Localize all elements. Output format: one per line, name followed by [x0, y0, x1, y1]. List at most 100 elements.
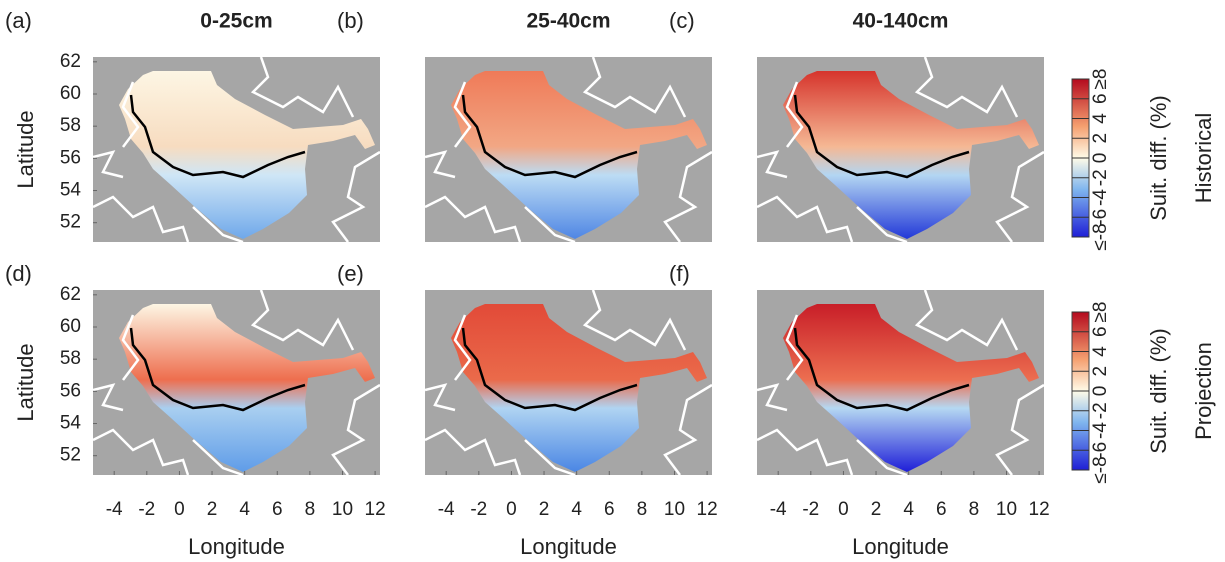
coastline — [93, 195, 190, 242]
x-tick-label: 2 — [539, 499, 550, 520]
coastline — [582, 57, 687, 118]
panel-title: 25-40cm — [526, 10, 610, 33]
suitability-field — [451, 304, 707, 472]
y-tick-label: 60 — [60, 83, 81, 104]
x-axis-label: Longitude — [520, 534, 617, 559]
coastline — [785, 314, 804, 381]
contour — [129, 327, 306, 412]
contour — [129, 94, 306, 179]
x-tick-label: 8 — [637, 499, 648, 520]
coastline — [93, 383, 124, 412]
y-axis-label: Latitude — [13, 110, 38, 188]
colorbar-tick-label: 6 — [1090, 93, 1111, 104]
coastline — [250, 57, 355, 118]
contour — [461, 94, 638, 179]
coastline — [757, 428, 854, 475]
panel-label: (b) — [337, 8, 364, 33]
coastline — [93, 150, 124, 179]
contour — [461, 327, 638, 412]
colorbar-label: Suit. diff. (%) — [1146, 95, 1171, 221]
coastline — [425, 150, 456, 179]
x-tick-label: 2 — [207, 499, 218, 520]
colorbar-tick-label: 4 — [1090, 113, 1111, 124]
colorbar-tick-label: ≥8 — [1090, 69, 1111, 90]
map-panel — [93, 290, 380, 475]
x-tick-label: -4 — [438, 499, 455, 520]
panel-label: (c) — [669, 8, 695, 33]
x-tick-label: -4 — [770, 499, 787, 520]
y-tick-label: 62 — [60, 51, 81, 72]
y-tick-label: 54 — [60, 180, 82, 201]
coastline — [524, 206, 576, 242]
colorbar-tick-label: -6 — [1090, 209, 1111, 226]
coastline — [856, 439, 908, 475]
colorbar-tick-label: -4 — [1090, 422, 1111, 439]
coastline — [856, 206, 908, 242]
row-label: Historical — [1191, 113, 1216, 203]
panel-label: (d) — [5, 261, 32, 286]
y-tick-label: 60 — [60, 316, 81, 337]
coastline — [663, 150, 712, 242]
coastline — [995, 150, 1044, 242]
coastline — [331, 150, 380, 242]
x-tick-label: -4 — [106, 499, 123, 520]
y-tick-label: 58 — [60, 348, 81, 369]
coastline — [663, 383, 712, 475]
x-tick-label: 12 — [365, 499, 386, 520]
x-tick-label: 10 — [996, 499, 1017, 520]
panel-title: 40-140cm — [853, 10, 949, 33]
x-tick-label: 8 — [305, 499, 316, 520]
panel-label: (a) — [5, 8, 32, 33]
coastline — [93, 428, 190, 475]
contour — [793, 327, 970, 412]
colorbar-tick-label: 2 — [1090, 366, 1111, 377]
panel-label: (f) — [669, 261, 690, 286]
x-tick-label: 6 — [604, 499, 615, 520]
y-tick-label: 62 — [60, 284, 81, 305]
coastline — [757, 150, 788, 179]
colorbar-tick-label: 4 — [1090, 346, 1111, 357]
x-tick-label: 12 — [697, 499, 718, 520]
coastline — [785, 81, 804, 148]
coastline — [453, 81, 472, 148]
coastline — [250, 290, 355, 351]
panel-label: (e) — [337, 261, 364, 286]
x-tick-label: 4 — [239, 499, 250, 520]
x-tick-label: 4 — [903, 499, 914, 520]
y-tick-label: 58 — [60, 115, 81, 136]
coastline — [192, 439, 244, 475]
coastline — [914, 57, 1019, 118]
x-tick-label: 10 — [664, 499, 685, 520]
x-tick-label: 8 — [969, 499, 980, 520]
suitability-field — [783, 304, 1039, 472]
coastline — [582, 290, 687, 351]
y-tick-label: 52 — [60, 445, 81, 466]
coastline — [121, 314, 140, 381]
coastline — [995, 383, 1044, 475]
map-panel — [93, 57, 380, 242]
y-tick-label: 54 — [60, 413, 82, 434]
x-tick-label: 6 — [272, 499, 283, 520]
map-panel — [425, 57, 712, 242]
x-tick-label: 6 — [936, 499, 947, 520]
x-tick-label: 10 — [332, 499, 353, 520]
coastline — [453, 314, 472, 381]
x-tick-label: -2 — [802, 499, 819, 520]
x-tick-label: 4 — [571, 499, 582, 520]
x-tick-label: 0 — [506, 499, 517, 520]
x-tick-label: 12 — [1029, 499, 1050, 520]
panel-title: 0-25cm — [200, 10, 272, 33]
coastline — [121, 81, 140, 148]
contour — [793, 94, 970, 179]
y-tick-label: 52 — [60, 212, 81, 233]
coastline — [425, 383, 456, 412]
y-axis-label: Latitude — [13, 343, 38, 421]
x-tick-label: 2 — [871, 499, 882, 520]
suitability-field — [119, 71, 375, 239]
suitability-field — [783, 71, 1039, 239]
row-label: Projection — [1191, 342, 1216, 440]
colorbar-tick-label: -4 — [1090, 189, 1111, 206]
map-panel — [757, 290, 1044, 475]
x-tick-label: 0 — [174, 499, 185, 520]
